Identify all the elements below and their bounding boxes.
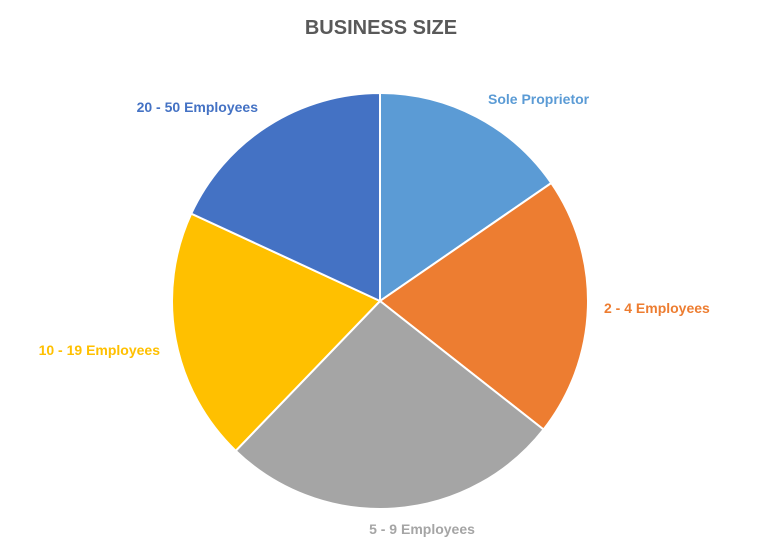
pie-slice-sole-proprietor xyxy=(379,91,553,303)
slice-label-2-4-employees: 2 - 4 Employees xyxy=(604,300,710,316)
pie-slice-5-9-employees xyxy=(234,299,545,510)
slice-label-20-50-employees: 20 - 50 Employees xyxy=(137,99,259,115)
pie-slice-20-50-employees xyxy=(189,91,381,303)
chart-title: BUSINESS SIZE xyxy=(305,17,457,39)
pie-slice-10-19-employees xyxy=(171,212,382,453)
slice-label-10-19-employees: 10 - 19 Employees xyxy=(39,342,161,358)
slice-label-sole-proprietor: Sole Proprietor xyxy=(488,91,590,107)
pie-slices xyxy=(171,91,589,510)
slice-labels: Sole Proprietor 2 - 4 Employees 5 - 9 Empl… xyxy=(39,91,710,537)
pie-slice-2-4-employees xyxy=(378,181,589,431)
slice-label-5-9-employees: 5 - 9 Employees xyxy=(369,521,475,537)
